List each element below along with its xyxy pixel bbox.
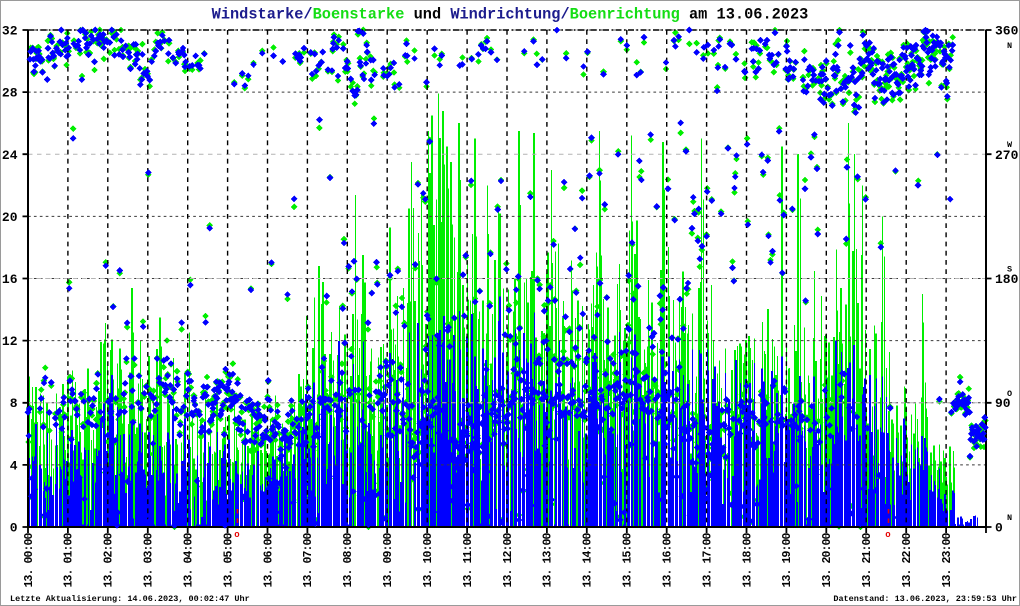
svg-text:W: W [1007,140,1013,150]
svg-text:13. 13:00: 13. 13:00 [542,532,555,587]
svg-text:13. 17:00: 13. 17:00 [701,532,714,587]
svg-text:270: 270 [995,148,1019,163]
svg-text:13. 05:00: 13. 05:00 [222,532,235,587]
svg-text:13. 19:00: 13. 19:00 [781,532,794,587]
svg-text:180: 180 [995,272,1019,287]
svg-text:13. 06:00: 13. 06:00 [262,532,275,587]
svg-text:8: 8 [10,396,18,411]
svg-text:N: N [1007,513,1012,523]
svg-text:13. 21:00: 13. 21:00 [861,532,874,587]
svg-text:13. 22:00: 13. 22:00 [901,532,914,587]
svg-text:24: 24 [2,148,18,163]
svg-text:o: o [234,530,239,540]
svg-text:16: 16 [2,272,18,287]
svg-text:o: o [885,530,890,540]
svg-text:13. 18:00: 13. 18:00 [741,532,754,587]
svg-text:32: 32 [2,24,18,39]
svg-text:13. 00:00: 13. 00:00 [23,532,36,587]
svg-text:13. 07:00: 13. 07:00 [302,532,315,587]
svg-text:13. 01:00: 13. 01:00 [63,532,76,587]
svg-text:N: N [1007,41,1012,51]
svg-text:28: 28 [2,86,18,101]
svg-text:13. 10:00: 13. 10:00 [422,532,435,587]
svg-text:13. 11:00: 13. 11:00 [462,532,475,587]
svg-text:12: 12 [2,334,18,349]
svg-text:O: O [1007,389,1012,399]
svg-text:Letzte Aktualisierung: 14.06.2: Letzte Aktualisierung: 14.06.2023, 00:02… [10,594,250,604]
svg-text:90: 90 [995,396,1011,411]
svg-text:13. 14:00: 13. 14:00 [582,532,595,587]
svg-text:4: 4 [10,458,18,473]
svg-text:13. 12:00: 13. 12:00 [502,532,515,587]
svg-text:13. 23:00: 13. 23:00 [941,532,954,587]
svg-text:13. 08:00: 13. 08:00 [342,532,355,587]
svg-text:S: S [1007,265,1012,275]
svg-text:0: 0 [10,521,18,536]
svg-text:13. 02:00: 13. 02:00 [103,532,116,587]
svg-text:13. 15:00: 13. 15:00 [622,532,635,587]
svg-text:13. 09:00: 13. 09:00 [382,532,395,587]
svg-text:13. 16:00: 13. 16:00 [662,532,675,587]
svg-text:13. 03:00: 13. 03:00 [143,532,156,587]
svg-text:0: 0 [995,521,1003,536]
svg-text:360: 360 [995,24,1019,39]
svg-text:20: 20 [2,210,18,225]
svg-text:13. 04:00: 13. 04:00 [183,532,196,587]
svg-text:Windstarke/Boenstarke und Wind: Windstarke/Boenstarke und Windrichtung/B… [212,6,809,24]
svg-text:13. 20:00: 13. 20:00 [821,532,834,587]
svg-text:Datenstand: 13.06.2023, 23:59:: Datenstand: 13.06.2023, 23:59:53 Uhr [833,594,1017,604]
